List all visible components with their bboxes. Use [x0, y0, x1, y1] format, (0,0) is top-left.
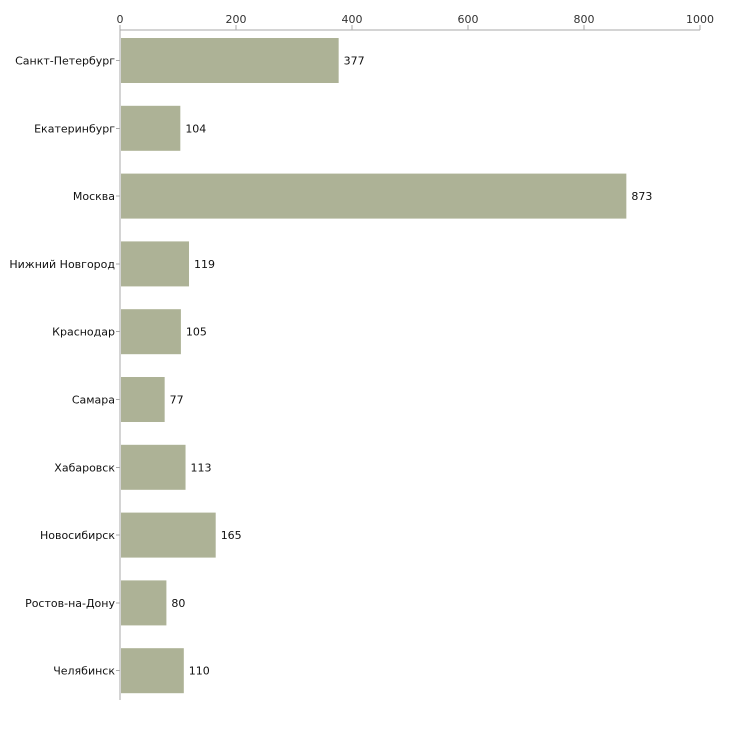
- category-label-7: Хабаровск: [54, 461, 115, 474]
- category-label-2: Екатеринбург: [34, 122, 115, 135]
- x-axis-ticks: 0 200 400 600 800 1000: [117, 13, 714, 30]
- axes: [119, 29, 700, 700]
- category-label-1: Санкт-Петербург: [15, 55, 115, 68]
- x-tick-label-1000: 1000: [686, 13, 714, 26]
- x-tick-label-800: 800: [574, 13, 595, 26]
- bar-1: [121, 38, 339, 83]
- category-label-10: Челябинск: [53, 665, 115, 678]
- bar-7: [121, 444, 186, 490]
- value-label-9: 80: [171, 597, 185, 610]
- bar-2: [121, 105, 181, 151]
- category-label-5: Краснодар: [52, 326, 115, 339]
- value-label-8: 165: [221, 529, 242, 542]
- value-label-3: 873: [631, 190, 652, 203]
- x-tick-label-200: 200: [226, 13, 247, 26]
- bar-8: [121, 512, 216, 558]
- value-label-6: 77: [170, 394, 184, 407]
- value-labels: 377 104 873 119 105 77 113 165 80 110: [170, 55, 653, 678]
- bar-4: [121, 241, 190, 287]
- bar-5: [121, 309, 181, 355]
- bar-9: [121, 580, 167, 626]
- x-tick-label-400: 400: [342, 13, 363, 26]
- category-label-6: Самара: [72, 394, 115, 407]
- bar-6: [121, 377, 165, 422]
- category-label-9: Ростов-на-Дону: [25, 597, 115, 610]
- category-label-3: Москва: [73, 190, 115, 203]
- category-label-4: Нижний Новгород: [9, 258, 115, 271]
- category-labels: Санкт-Петербург Екатеринбург Москва Нижний …: [9, 55, 115, 678]
- value-label-1: 377: [344, 55, 365, 68]
- category-label-8: Новосибирск: [40, 529, 115, 542]
- x-tick-label-0: 0: [117, 13, 124, 26]
- value-label-7: 113: [191, 461, 212, 474]
- value-label-2: 104: [185, 122, 206, 135]
- bar-3: [121, 173, 627, 219]
- bar-10: [121, 648, 184, 694]
- x-tick-label-600: 600: [458, 13, 479, 26]
- value-label-4: 119: [194, 258, 215, 271]
- value-label-5: 105: [186, 326, 207, 339]
- value-label-10: 110: [189, 665, 210, 678]
- bars: [116, 38, 627, 694]
